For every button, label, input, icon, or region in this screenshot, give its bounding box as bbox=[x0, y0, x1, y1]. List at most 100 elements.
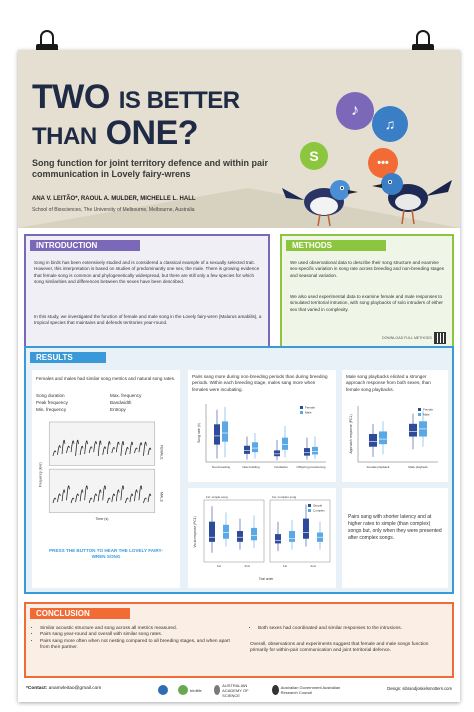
logo-text: Australian Government Australian Researc… bbox=[280, 685, 341, 695]
contact-email[interactable]: anamvleitao@gmail.com bbox=[48, 686, 102, 691]
title-word-is-better: IS BETTER bbox=[118, 87, 240, 114]
spectrogram: FEMALE MALE Frequency (kHz) Time (s) bbox=[39, 421, 163, 521]
box-iqr bbox=[282, 437, 288, 450]
box-iqr bbox=[209, 521, 215, 542]
spectrogram-syllable bbox=[97, 440, 102, 456]
spectrogram-syllable bbox=[93, 441, 97, 453]
spectrogram-syllable bbox=[66, 485, 70, 501]
speech-bubble-dots-icon: ••• bbox=[368, 148, 398, 178]
spectrogram-syllable bbox=[138, 485, 143, 501]
spectrogram-syllable bbox=[75, 493, 79, 503]
box-iqr bbox=[409, 423, 417, 437]
mountain-decoration bbox=[18, 188, 460, 228]
chart-x-tick-label: Nest building bbox=[242, 465, 260, 469]
introduction-section: INTRODUCTION Song in birds has been exte… bbox=[24, 234, 270, 354]
chart-x-tick-label: 2nd bbox=[310, 564, 315, 568]
box-iqr bbox=[223, 524, 229, 539]
spectrogram-syllable bbox=[106, 497, 111, 504]
spectrogram-syllable bbox=[70, 497, 75, 504]
spectrogram-syllable bbox=[129, 493, 134, 503]
methods-paragraph: We used observational data to describe t… bbox=[290, 260, 444, 278]
spectrogram-syllable bbox=[138, 442, 143, 453]
qr-code-icon[interactable] bbox=[434, 332, 446, 344]
title-word-than: THAN bbox=[32, 123, 97, 150]
legend-swatch bbox=[300, 406, 303, 409]
spectrogram-syllable bbox=[102, 446, 106, 456]
spectrogram-syllable bbox=[88, 497, 93, 504]
section-heading: CONCLUSION bbox=[30, 608, 130, 619]
arc-logo: Australian Government Australian Researc… bbox=[272, 683, 342, 697]
play-song-button[interactable]: PRESS THE BUTTON TO HEAR THE LOVELY FAIR… bbox=[49, 548, 163, 559]
box-iqr bbox=[214, 424, 220, 445]
panel-text: Females and males had similar song metri… bbox=[36, 376, 176, 381]
legend-label: Male bbox=[305, 411, 312, 415]
speech-bubble-bird-icon: ♪ bbox=[336, 92, 374, 130]
legend-swatch bbox=[300, 411, 303, 414]
spectrogram-male-label: MALE bbox=[159, 492, 163, 503]
logo-text: birdlife bbox=[190, 687, 202, 693]
metric-item: Min. frequency bbox=[36, 407, 67, 412]
spectrogram-syllable bbox=[75, 439, 79, 456]
conclusion-bullet: Both sexes had coordinated and similar r… bbox=[258, 626, 446, 632]
metric-item: Max. frequency bbox=[110, 393, 142, 398]
spectrogram-syllable bbox=[115, 489, 120, 502]
methods-section: METHODS We used observational data to de… bbox=[280, 234, 454, 354]
poster-title-line1: TWO IS BETTER bbox=[32, 80, 240, 118]
authors: ANA V. LEITÃO*, RAOUL A. MULDER, MICHELL… bbox=[32, 196, 196, 202]
speech-bubble-bird-icon: ♫ bbox=[372, 106, 408, 142]
legend-label: Simple bbox=[313, 504, 323, 508]
binder-clip-icon bbox=[34, 30, 60, 56]
metric-item: Bandwidth bbox=[110, 400, 132, 405]
chart-panel-title: 1st: complex song bbox=[272, 495, 297, 499]
section-heading: RESULTS bbox=[30, 352, 106, 363]
contact-info: *Contact: anamvleitao@gmail.com bbox=[26, 686, 101, 691]
spectrogram-syllable bbox=[106, 441, 111, 455]
chart-x-tick-label: 2nd bbox=[244, 564, 249, 568]
intro-paragraph: Song in birds has been extensively studi… bbox=[34, 260, 260, 285]
fairy-wren-icon bbox=[282, 180, 358, 227]
metric-item: Entropy bbox=[110, 407, 126, 412]
spectrogram-syllable bbox=[147, 493, 152, 503]
results-panel-song-rate: Pairs sang more during non-breeding peri… bbox=[188, 370, 336, 482]
methods-paragraph: We also used experimental data to examin… bbox=[290, 294, 443, 312]
spectrogram-syllable bbox=[57, 493, 61, 503]
legend-label: Female bbox=[423, 408, 433, 412]
poster-header: TWO IS BETTER THAN ONE? Song function fo… bbox=[18, 50, 460, 228]
results-panel-song-metrics: Females and males had similar song metri… bbox=[32, 370, 180, 588]
spectrogram-syllable bbox=[84, 485, 88, 501]
spectrogram-syllable bbox=[61, 489, 66, 502]
spectrogram-syllable bbox=[134, 447, 138, 454]
box-iqr bbox=[222, 421, 228, 442]
academy-logo: AUSTRALIAN ACADEMY OF SCIENCE bbox=[214, 683, 266, 698]
spectrogram-syllable bbox=[66, 445, 70, 454]
poster: TWO IS BETTER THAN ONE? Song function fo… bbox=[18, 50, 460, 702]
spectrogram-syllable bbox=[134, 489, 138, 502]
spectrogram-syllable bbox=[57, 445, 61, 456]
speech-bubble-s-icon: S bbox=[300, 142, 328, 170]
panel-text: Pairs sang with shorter latency and at h… bbox=[348, 514, 442, 541]
spectrogram-syllable bbox=[125, 497, 129, 504]
results-panel-latency: Pairs sang with shorter latency and at h… bbox=[342, 488, 448, 588]
spectrogram-syllable bbox=[143, 497, 147, 504]
contact-label: *Contact: bbox=[26, 686, 48, 691]
spectrogram-syllable bbox=[79, 445, 84, 456]
box-iqr bbox=[312, 446, 318, 455]
chart-panel-frame bbox=[203, 499, 265, 563]
title-word-one: ONE? bbox=[105, 114, 199, 152]
spectrogram-x-label: Time (s) bbox=[96, 517, 109, 521]
legend-swatch bbox=[308, 504, 311, 507]
spectrogram-female-label: FEMALE bbox=[159, 445, 163, 461]
birdlife-logo: birdlife bbox=[178, 683, 202, 697]
chart-x-tick-label: Male playback bbox=[408, 465, 428, 469]
chart-x-label: Trial order bbox=[259, 577, 274, 581]
box-iqr bbox=[289, 531, 295, 542]
legend-label: Female bbox=[305, 406, 315, 410]
spectrogram-syllable bbox=[97, 489, 102, 502]
chart-x-tick-label: Non-breeding bbox=[212, 465, 231, 469]
download-methods-link[interactable]: DOWNLOAD FULL METHODS bbox=[382, 336, 432, 340]
spectrogram-syllable bbox=[115, 441, 120, 453]
panel-text: Male song playbacks elicited a stronger … bbox=[346, 374, 431, 392]
box-iqr bbox=[244, 445, 250, 454]
spectrogram-syllable bbox=[125, 447, 129, 456]
spectrogram-syllable bbox=[143, 441, 147, 456]
